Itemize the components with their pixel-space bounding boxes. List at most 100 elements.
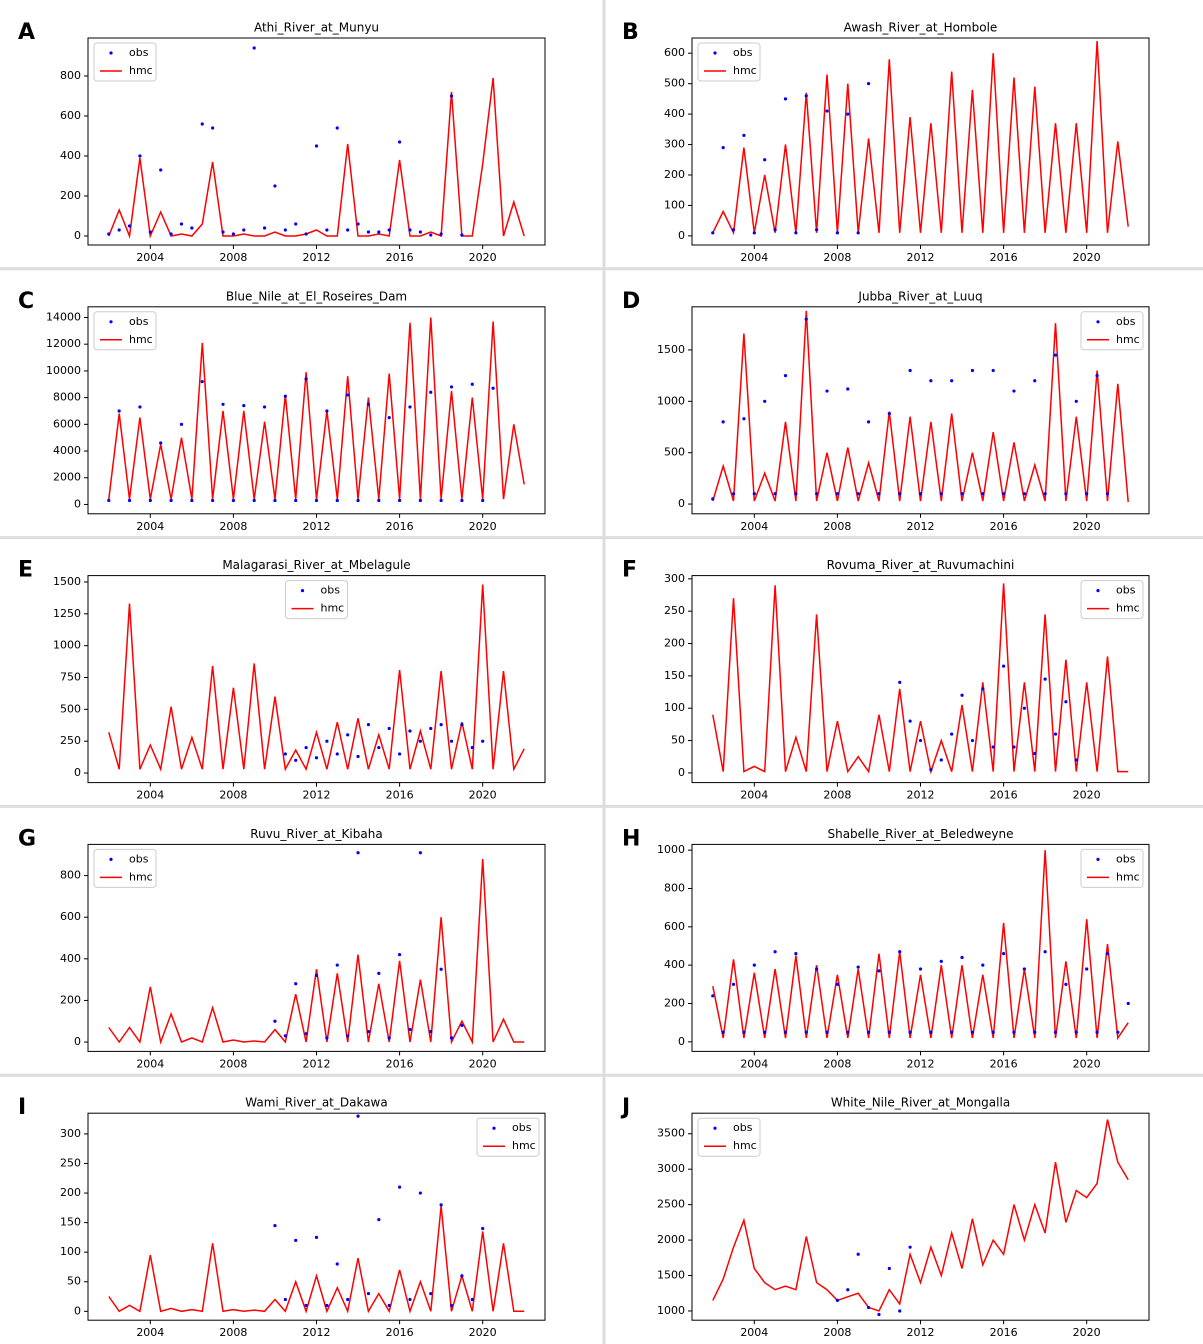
obs-point [325, 1303, 329, 1308]
obs-point [252, 498, 256, 503]
obs-point [387, 1036, 391, 1040]
obs-point [449, 1303, 454, 1308]
obs-point [1001, 664, 1006, 668]
obs-point [429, 726, 433, 731]
x-tick-label: 2020 [1073, 1057, 1101, 1070]
obs-point [918, 738, 923, 743]
legend-marker [1096, 589, 1100, 593]
obs-point [325, 409, 329, 413]
obs-point [1022, 492, 1026, 496]
y-tick-label: 200 [664, 996, 685, 1009]
obs-point [939, 959, 943, 963]
obs-point [179, 422, 184, 426]
obs-point [377, 1218, 381, 1222]
legend-label: obs [129, 315, 149, 328]
obs-point [429, 1030, 433, 1034]
y-tick-label: 3000 [657, 1162, 685, 1175]
obs-point [1064, 700, 1068, 704]
obs-point [211, 498, 215, 503]
x-tick-label: 2008 [823, 520, 851, 533]
legend-marker [1096, 320, 1100, 324]
legend-label: obs [512, 1121, 532, 1134]
x-tick-label: 2004 [136, 789, 164, 802]
y-tick-label: 200 [664, 637, 685, 650]
obs-point [418, 851, 422, 855]
obs-point [721, 145, 725, 150]
chart-title: Awash_River_at_Hombole [844, 21, 998, 35]
y-tick-label: 8000 [53, 391, 81, 404]
obs-point [439, 967, 443, 971]
obs-point [387, 726, 391, 731]
y-tick-label: 2000 [53, 471, 81, 484]
y-tick-label: 1250 [53, 607, 81, 620]
obs-point [846, 1030, 850, 1034]
panel-letter: A [18, 20, 35, 45]
obs-point [107, 498, 111, 503]
obs-point [273, 1223, 277, 1228]
x-tick-label: 2012 [907, 1326, 935, 1339]
y-tick-label: 200 [664, 168, 685, 181]
obs-point [169, 498, 173, 503]
obs-point [387, 416, 391, 420]
obs-point [1053, 1030, 1058, 1034]
obs-point [773, 950, 777, 954]
legend-label: obs [129, 852, 149, 865]
y-tick-label: 1500 [657, 1269, 685, 1282]
obs-point [460, 498, 464, 503]
hmc-line [712, 583, 1129, 775]
obs-point [283, 1297, 287, 1302]
obs-point [763, 399, 767, 403]
obs-point [866, 1030, 871, 1034]
panel-letter: G [18, 826, 36, 851]
obs-point [877, 969, 881, 973]
x-tick-label: 2016 [386, 251, 414, 264]
obs-point [1012, 1030, 1016, 1034]
obs-point [856, 1252, 860, 1256]
x-tick-label: 2004 [740, 520, 768, 533]
obs-point [908, 368, 912, 373]
obs-point [825, 1030, 829, 1034]
hmc-line [108, 584, 525, 772]
y-tick-label: 2000 [657, 1233, 685, 1246]
x-tick-label: 2012 [907, 789, 935, 802]
obs-point [356, 851, 360, 855]
panel: E Malagarasi_River_at_Mbelagule 2004 2008 20… [18, 558, 546, 802]
panel: H Shabelle_River_at_Beledweyne 2004 2008 201… [622, 826, 1150, 1070]
obs-point [1095, 374, 1099, 378]
obs-point [846, 387, 850, 391]
obs-point [159, 441, 163, 445]
obs-point [221, 402, 225, 406]
obs-point [200, 122, 204, 126]
obs-point [429, 390, 433, 394]
legend-marker [109, 51, 113, 55]
obs-point [991, 368, 995, 373]
obs-point [1105, 952, 1110, 956]
obs-point [283, 752, 287, 756]
y-tick-label: 600 [60, 910, 81, 923]
obs-point [866, 420, 871, 424]
x-tick-label: 2008 [219, 1326, 247, 1339]
obs-point [1064, 982, 1068, 986]
panel: J White_Nile_River_at_Mongalla 2004 2008 201… [620, 1095, 1150, 1339]
obs-point [804, 1030, 808, 1034]
x-tick-label: 2004 [740, 251, 768, 264]
x-tick-label: 2016 [386, 1057, 414, 1070]
obs-point [169, 232, 173, 236]
x-tick-label: 2004 [740, 789, 768, 802]
legend-label: hmc [1116, 333, 1140, 346]
obs-point [439, 1203, 443, 1207]
obs-point [107, 232, 111, 236]
panel: F Rovuma_River_at_Ruvumachini 2004 2008 2012… [622, 558, 1150, 802]
obs-point [325, 228, 329, 232]
obs-point [481, 498, 485, 503]
obs-point [397, 953, 402, 957]
x-tick-label: 2016 [990, 789, 1018, 802]
plot-area [107, 317, 525, 503]
x-tick-label: 2012 [907, 251, 935, 264]
obs-point [783, 374, 788, 378]
obs-point [356, 1114, 360, 1118]
hmc-line [712, 1119, 1129, 1312]
hmc-line [108, 858, 525, 1045]
y-tick-label: 1500 [657, 343, 685, 356]
obs-point [908, 719, 912, 723]
